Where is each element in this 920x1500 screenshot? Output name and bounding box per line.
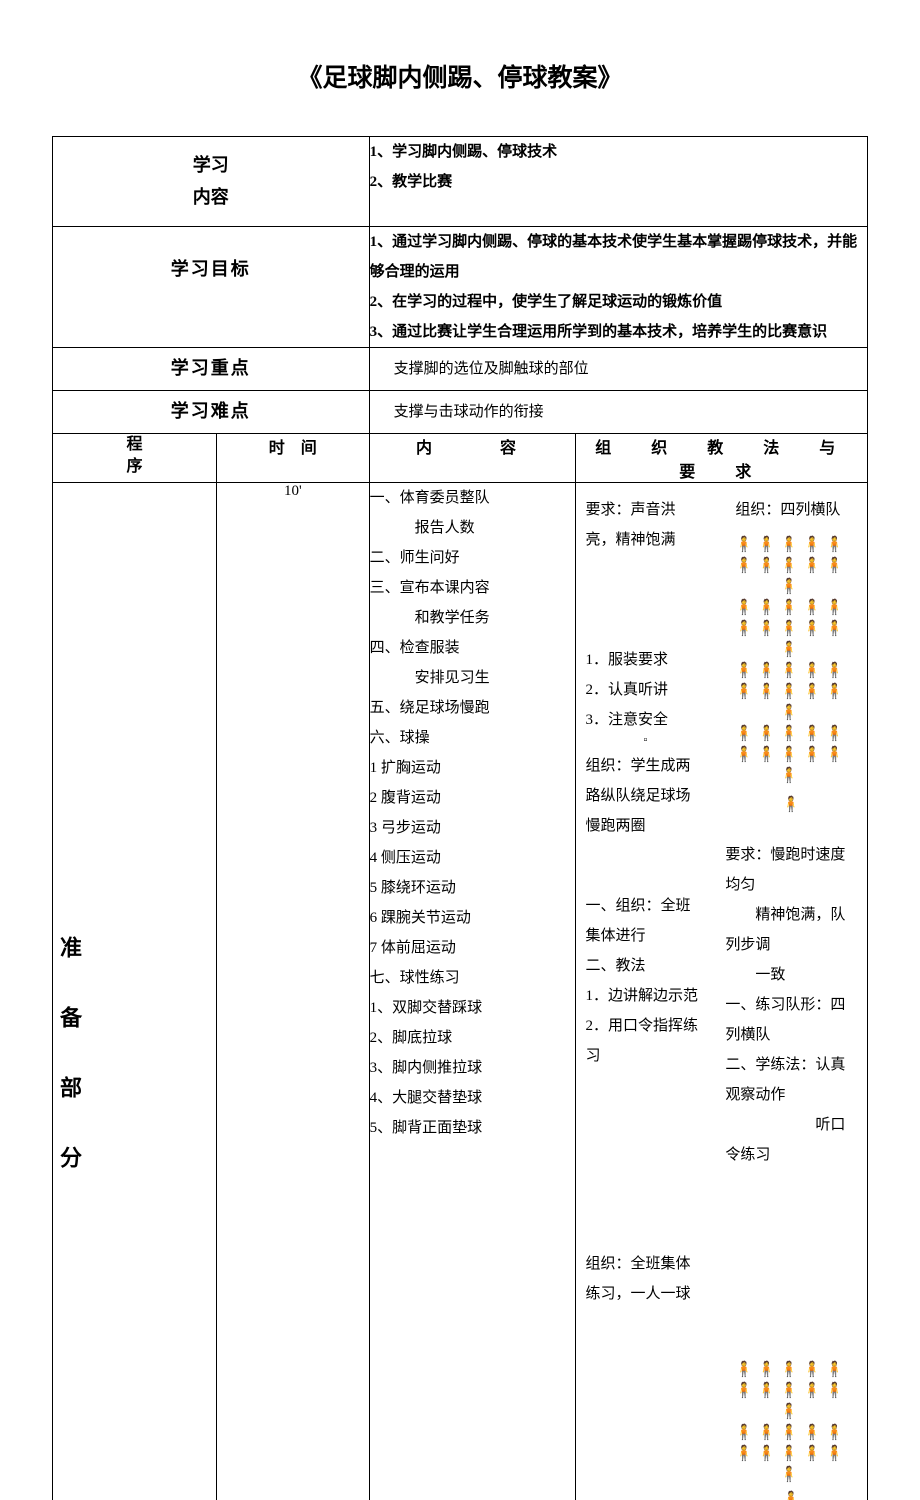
col-program: 程序 bbox=[53, 433, 217, 482]
req-top: 要求：声音洪亮，精神饱满 bbox=[586, 495, 706, 555]
col-method: 组 织 教 法 与 要 求 bbox=[575, 433, 867, 482]
org-text: 1．边讲解边示范 bbox=[586, 981, 706, 1011]
req-text: 二、学练法：认真观察动作 bbox=[725, 1050, 857, 1110]
key-text: 支撑脚的选位及脚触球的部位 bbox=[369, 347, 867, 390]
diff-text: 支撑与击球动作的衔接 bbox=[369, 390, 867, 433]
goal-label: 学习目标 bbox=[53, 226, 370, 347]
req-text: 一、练习队形：四列横队 bbox=[725, 990, 857, 1050]
teacher-icon: 🧍 bbox=[782, 1492, 801, 1500]
list-item: 2．认真听讲 bbox=[586, 675, 706, 705]
req-text: 听口令练习 bbox=[725, 1110, 857, 1170]
prep-method: 要求：声音洪亮，精神饱满 1．服装要求 2．认真听讲 3．注意安全 ▫ 组织：学… bbox=[575, 482, 867, 1500]
org-top: 组织：四列横队 bbox=[725, 495, 857, 525]
prep-label: 准备部分 bbox=[53, 482, 217, 1500]
org-text: 2．用口令指挥练习 bbox=[586, 1011, 706, 1071]
key-label: 学习重点 bbox=[53, 347, 370, 390]
prep-content: 一、体育委员整队 报告人数 二、师生问好 三、宣布本课内容 和教学任务 四、检查… bbox=[369, 482, 575, 1500]
req-text: 一致 bbox=[725, 960, 857, 990]
col-content: 内 容 bbox=[369, 433, 575, 482]
column-header-row: 程序 时 间 内 容 组 织 教 法 与 要 求 bbox=[53, 433, 868, 482]
content-items: 1、学习脚内侧踢、停球技术 2、教学比赛 bbox=[369, 137, 867, 227]
teacher-icon: 🧍 bbox=[782, 797, 801, 813]
goal-items: 1、通过学习脚内侧踢、停球的基本技术使学生基本掌握踢停球技术，并能够合理的运用 … bbox=[369, 226, 867, 347]
lesson-plan-table: 学习内容 1、学习脚内侧踢、停球技术 2、教学比赛 学习目标 1、通过学习脚内侧… bbox=[52, 136, 868, 1500]
list-item: 1．服装要求 bbox=[586, 645, 706, 675]
diff-label: 学习难点 bbox=[53, 390, 370, 433]
req-text: 要求：慢跑时速度均匀 bbox=[725, 840, 857, 900]
req-text: 精神饱满，队列步调 bbox=[725, 900, 857, 960]
content-label: 学习内容 bbox=[53, 137, 370, 227]
org-text: 组织：学生成两路纵队绕足球场慢跑两圈 bbox=[586, 751, 706, 841]
document-title: 《足球脚内侧踢、停球教案》 bbox=[52, 58, 868, 94]
org-text: 组织：全班集体练习，一人一球 bbox=[586, 1249, 706, 1309]
prep-time: 10' bbox=[217, 482, 370, 1500]
col-time: 时 间 bbox=[217, 433, 370, 482]
formation-diagram: 🧍🧍🧍🧍🧍🧍🧍🧍🧍🧍🧍 🧍🧍🧍🧍🧍🧍🧍🧍🧍🧍🧍 🧍🧍🧍🧍🧍🧍🧍🧍🧍🧍🧍 🧍🧍🧍🧍… bbox=[725, 535, 857, 816]
org-text: 一、组织：全班集体进行 bbox=[586, 891, 706, 951]
prep-section-row: 准备部分 10' 一、体育委员整队 报告人数 二、师生问好 三、宣布本课内容 和… bbox=[53, 482, 868, 1500]
org-text: 二、教法 bbox=[586, 951, 706, 981]
formation-diagram-2: 🧍🧍🧍🧍🧍🧍🧍🧍🧍🧍🧍 🧍🧍🧍🧍🧍🧍🧍🧍🧍🧍🧍 🧍 🧍🧍🧍🧍🧍🧍🧍🧍🧍🧍🧍 🧍🧍… bbox=[725, 1360, 857, 1500]
